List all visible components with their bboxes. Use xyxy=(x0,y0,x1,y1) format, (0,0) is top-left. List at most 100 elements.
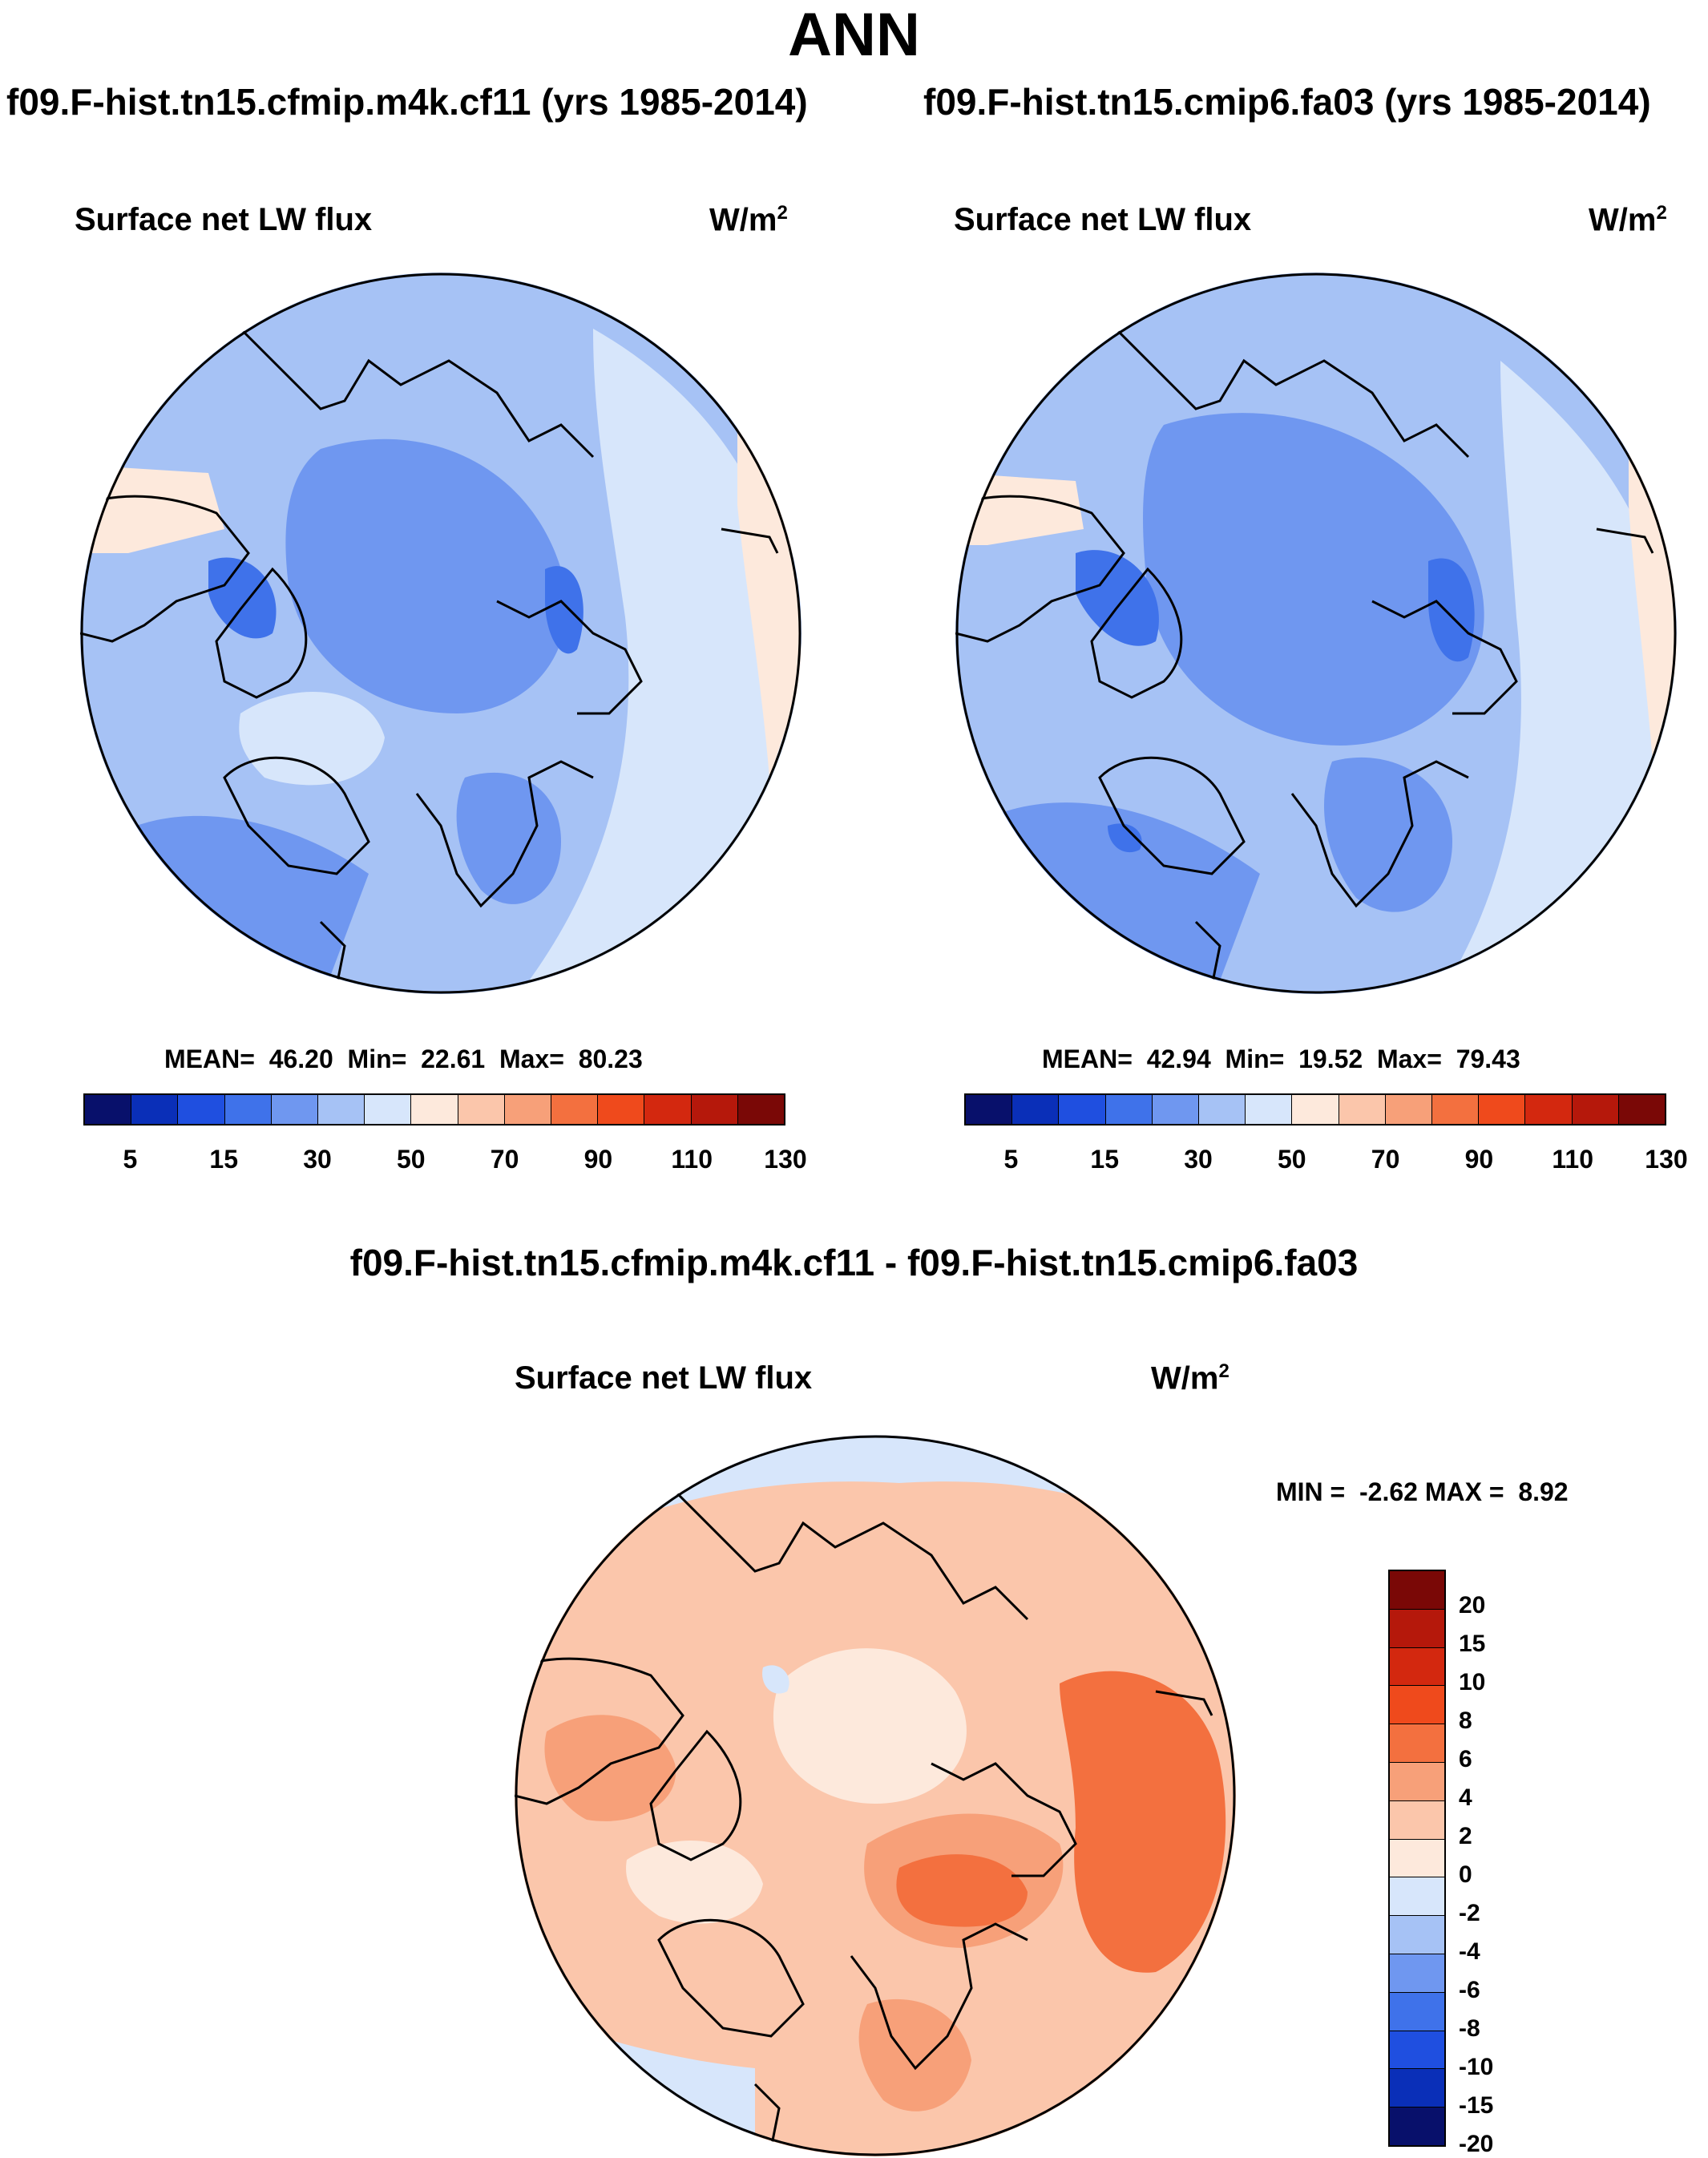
panel1-colorbar-swatch xyxy=(737,1095,785,1124)
difference-colorbar-tick-label: -15 xyxy=(1459,2092,1494,2119)
panel2-colorbar-tick-label: 5 xyxy=(1003,1145,1019,1174)
difference-colorbar-tick-label: 2 xyxy=(1459,1823,1472,1849)
panel2-colorbar-swatch xyxy=(1012,1095,1060,1124)
difference-colorbar-swatch xyxy=(1390,1992,1444,2031)
panel2-stats: MEAN= 42.94 Min= 19.52 Max= 79.43 xyxy=(1042,1045,1520,1073)
difference-field-neutral-pole xyxy=(773,1648,967,1804)
panel1-field-deep-siberia xyxy=(545,566,583,654)
panel1-case-title: f09.F-hist.tn15.cfmip.m4k.cf11 (yrs 1985… xyxy=(6,81,808,123)
panel2-units: W/m2 xyxy=(1589,202,1667,238)
difference-units: W/m2 xyxy=(1151,1360,1230,1396)
difference-colorbar-tick-label: 0 xyxy=(1459,1861,1472,1888)
difference-colorbar-tick-label: -20 xyxy=(1459,2131,1494,2157)
panel2-polar-map xyxy=(955,273,1677,994)
difference-colorbar-tick-label: 6 xyxy=(1459,1745,1472,1772)
panel2-colorbar-swatch xyxy=(1618,1095,1666,1124)
panel2-colorbar-tick-label: 130 xyxy=(1645,1145,1688,1174)
panel2-variable-label: Surface net LW flux xyxy=(954,202,1252,237)
difference-variable-label: Surface net LW flux xyxy=(515,1360,813,1396)
panel2-colorbar-swatch xyxy=(1152,1095,1200,1124)
panel2-colorbar-tick-label: 15 xyxy=(1090,1145,1119,1174)
difference-colorbar-tick-label: -4 xyxy=(1459,1938,1480,1965)
difference-field-neutral-greenland xyxy=(626,1841,763,1924)
difference-colorbar-swatch xyxy=(1390,1877,1444,1917)
panel1-colorbar-swatch xyxy=(691,1095,738,1124)
difference-field-mid-canada xyxy=(544,1715,676,1821)
difference-colorbar-swatch xyxy=(1390,1647,1444,1687)
panel1-colorbar-swatch xyxy=(458,1095,505,1124)
difference-colorbar-tick-label: -8 xyxy=(1459,2015,1480,2042)
panel2-field-core xyxy=(1143,413,1484,746)
panel1-colorbar-ticks: 5 15 30 50 70 90 110 130 xyxy=(83,1145,806,1177)
difference-colorbar-swatch xyxy=(1390,1609,1444,1648)
difference-colorbar-tick-label: 4 xyxy=(1459,1784,1472,1811)
panel1-stats: MEAN= 46.20 Min= 22.61 Max= 80.23 xyxy=(164,1045,643,1073)
difference-colorbar-swatch xyxy=(1390,1954,1444,1993)
panel1-colorbar-swatch xyxy=(365,1095,412,1124)
panel2-field-deep-archipelago xyxy=(1076,550,1159,646)
difference-field-hot-siberia xyxy=(896,1854,1028,1927)
panel1-field-core xyxy=(285,438,567,713)
panel2-colorbar-tick-label: 30 xyxy=(1184,1145,1213,1174)
panel1-colorbar xyxy=(83,1093,785,1125)
panel1-field-deep-archipelago xyxy=(208,557,277,639)
panel2-field-warm-east xyxy=(1629,417,1677,762)
panel1-field-warm-east xyxy=(737,401,802,778)
panel1-field-light-greenland xyxy=(239,691,385,786)
panel1-colorbar-swatch xyxy=(318,1095,365,1124)
difference-colorbar-tick-label: 10 xyxy=(1459,1669,1486,1695)
panel1-colorbar-tick-label: 110 xyxy=(671,1145,713,1174)
difference-colorbar-swatch xyxy=(1390,1724,1444,1763)
difference-colorbar-ticks: 20 15 10 8 6 4 2 0 -2 -4 -6 -8 -10 -15 -20 xyxy=(1459,1570,1539,2157)
difference-colorbar xyxy=(1388,1570,1446,2147)
panel1-field-light-east xyxy=(513,329,802,994)
panel2-colorbar-tick-label: 90 xyxy=(1464,1145,1494,1174)
difference-colorbar-swatch xyxy=(1390,1839,1444,1878)
panel1-colorbar-swatch xyxy=(178,1095,225,1124)
panel1-colorbar-swatch xyxy=(598,1095,645,1124)
difference-polar-map xyxy=(515,1435,1236,2156)
difference-map-border xyxy=(515,1435,1236,2156)
panel1-map-border xyxy=(80,273,802,994)
panel2-colorbar-swatch xyxy=(1479,1095,1526,1124)
difference-colorbar-tick-label: 8 xyxy=(1459,1707,1472,1734)
panel2-colorbar-ticks: 5 15 30 50 70 90 110 130 xyxy=(964,1145,1687,1177)
difference-colorbar-tick-label: 15 xyxy=(1459,1630,1486,1657)
difference-colorbar-tick-label: 20 xyxy=(1459,1591,1486,1618)
panel1-units: W/m2 xyxy=(709,202,788,238)
panel1-colorbar-swatch xyxy=(224,1095,272,1124)
panel1-colorbar-swatch xyxy=(504,1095,552,1124)
panel2-colorbar-tick-label: 70 xyxy=(1371,1145,1400,1174)
panel2-case-title: f09.F-hist.tn15.cmip6.fa03 (yrs 1985-201… xyxy=(923,81,1651,123)
panel1-colorbar-swatch xyxy=(644,1095,692,1124)
difference-colorbar-swatch xyxy=(1390,1571,1444,1610)
panel1-colorbar-tick-label: 70 xyxy=(490,1145,519,1174)
panel1-colorbar-tick-label: 90 xyxy=(583,1145,613,1174)
panel1-colorbar-swatch xyxy=(411,1095,458,1124)
panel1-polar-map xyxy=(80,273,802,994)
difference-field-cool-pole xyxy=(762,1665,789,1694)
panel2-colorbar-swatch xyxy=(1339,1095,1386,1124)
panel2-colorbar-swatch xyxy=(1525,1095,1573,1124)
difference-colorbar-swatch xyxy=(1390,2069,1444,2108)
panel2-colorbar-swatch xyxy=(1292,1095,1339,1124)
panel1-field-warm-west xyxy=(80,465,224,553)
difference-field-hot-pacific xyxy=(1060,1671,1226,1973)
difference-colorbar-swatch xyxy=(1390,2031,1444,2070)
panel2-map-border xyxy=(955,273,1677,994)
panel1-variable-label: Surface net LW flux xyxy=(75,202,373,237)
panel2-colorbar-swatch xyxy=(1246,1095,1293,1124)
panel1-colorbar-swatch xyxy=(271,1095,319,1124)
difference-title: f09.F-hist.tn15.cfmip.m4k.cf11 - f09.F-h… xyxy=(349,1242,1359,1283)
difference-colorbar-swatch xyxy=(1390,1916,1444,1954)
difference-colorbar-swatch xyxy=(1390,1800,1444,1840)
panel1-colorbar-tick-label: 15 xyxy=(209,1145,238,1174)
panel2-colorbar-swatch xyxy=(1432,1095,1480,1124)
panel1-colorbar-tick-label: 5 xyxy=(123,1145,138,1174)
panel2-colorbar-swatch xyxy=(1105,1095,1153,1124)
panel2-colorbar-tick-label: 110 xyxy=(1552,1145,1593,1174)
difference-stats: MIN = -2.62 MAX = 8.92 xyxy=(1276,1477,1569,1506)
panel1-colorbar-tick-label: 30 xyxy=(303,1145,332,1174)
panel2-field-deep-iceland xyxy=(1108,823,1142,853)
panel1-colorbar-swatch xyxy=(85,1095,132,1124)
